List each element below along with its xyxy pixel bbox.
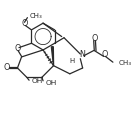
Text: OH: OH: [45, 80, 57, 86]
Text: O: O: [102, 50, 108, 59]
Text: O: O: [21, 19, 28, 28]
Text: N: N: [80, 50, 86, 59]
Text: OH: OH: [32, 78, 43, 84]
Text: O: O: [3, 63, 10, 72]
Text: CH₃: CH₃: [118, 60, 131, 66]
Text: CH₃: CH₃: [29, 14, 42, 19]
Text: H: H: [70, 58, 75, 64]
Polygon shape: [51, 47, 54, 66]
Text: O: O: [15, 44, 21, 53]
Text: O: O: [91, 34, 98, 43]
